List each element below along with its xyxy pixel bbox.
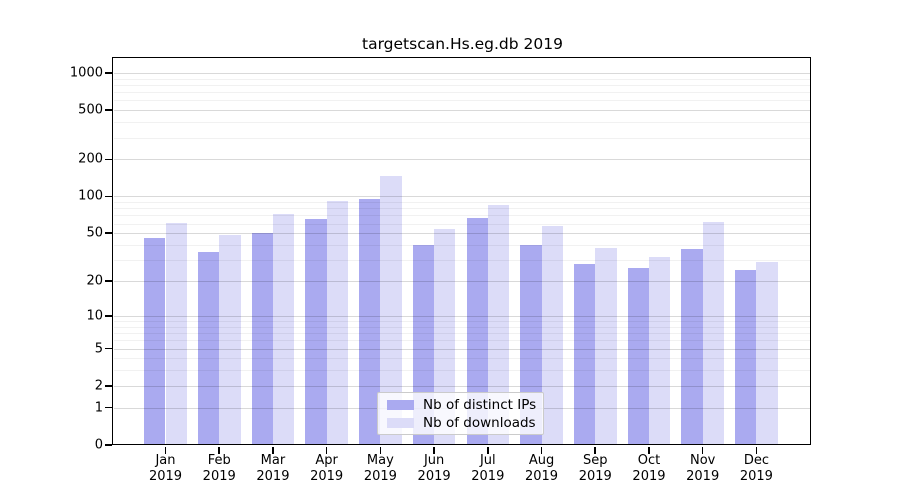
y-tick-label-1000: 1000 [69, 65, 103, 81]
bar-oct-distinct-ips [627, 267, 649, 445]
bar-jul-distinct-ips [466, 217, 488, 445]
y-tick-0 [105, 444, 113, 446]
x-tick-dec [755, 446, 758, 454]
bar-apr-downloads [326, 200, 348, 445]
y-tick-200 [105, 158, 113, 161]
legend-label-downloads: Nb of downloads [423, 414, 536, 431]
bar-sep-distinct-ips [573, 263, 596, 445]
x-tick-oct [648, 446, 650, 454]
y-tick-20 [105, 280, 113, 282]
x-tick-year-jan: 2019 [148, 468, 183, 484]
bar-feb-downloads [219, 235, 241, 445]
legend-label-distinct-ips: Nb of distinct IPs [423, 396, 537, 413]
y-tick-label-20: 20 [86, 273, 103, 289]
x-tick-feb [218, 446, 220, 454]
x-tick-label-aug: Aug 2019 [524, 453, 559, 484]
x-tick-year-may: 2019 [363, 468, 397, 484]
x-tick-mar [272, 446, 274, 454]
bar-oct-downloads [648, 256, 671, 445]
bar-nov-distinct-ips [681, 249, 703, 445]
bar-feb-distinct-ips [197, 252, 220, 445]
bar-jul-downloads [487, 205, 510, 445]
bar-may-downloads [380, 176, 402, 445]
x-tick-label-sep: Sep 2019 [578, 453, 612, 484]
x-tick-year-jun: 2019 [417, 468, 451, 484]
x-tick-year-dec: 2019 [739, 468, 773, 484]
bar-jan-downloads [165, 222, 187, 445]
y-tick-100 [105, 195, 113, 198]
x-tick-year-aug: 2019 [524, 468, 559, 484]
y-tick-1000 [105, 72, 113, 74]
y-tick-50 [105, 232, 113, 235]
x-tick-label-jun: Jun 2019 [417, 453, 451, 484]
x-tick-year-jul: 2019 [471, 468, 505, 484]
y-tick-label-100: 100 [78, 188, 103, 204]
bar-jun-downloads [434, 229, 456, 445]
x-tick-jun [433, 446, 435, 454]
bar-dec-distinct-ips [735, 269, 757, 445]
x-tick-year-nov: 2019 [686, 468, 720, 484]
x-tick-nov [701, 446, 704, 454]
x-tick-year-mar: 2019 [256, 468, 290, 484]
legend-swatch-distinct-ips [387, 399, 414, 410]
bar-mar-distinct-ips [251, 233, 273, 445]
plot-area [114, 59, 811, 445]
y-tick-label-0: 0 [94, 437, 103, 453]
bars-layer [114, 59, 811, 445]
y-tick-1 [105, 406, 113, 409]
y-tick-label-1: 1 [94, 400, 103, 416]
x-tick-label-jan: Jan 2019 [148, 453, 183, 484]
x-tick-label-may: May 2019 [363, 453, 397, 484]
x-tick-label-mar: Mar 2019 [256, 453, 290, 484]
bar-nov-downloads [702, 221, 724, 445]
x-tick-year-feb: 2019 [202, 468, 236, 484]
x-tick-apr [325, 446, 328, 454]
x-tick-may [379, 446, 382, 454]
legend-swatch-downloads [387, 417, 414, 428]
legend: Nb of distinct IPs Nb of downloads [377, 392, 544, 435]
y-tick-label-10: 10 [86, 308, 103, 324]
y-tick-label-500: 500 [78, 102, 103, 118]
x-tick-year-apr: 2019 [310, 468, 344, 484]
y-tick-label-5: 5 [94, 341, 103, 356]
y-tick-label-200: 200 [78, 151, 103, 167]
x-tick-label-feb: Feb 2019 [202, 453, 236, 484]
y-tick-label-2: 2 [94, 378, 103, 394]
bar-jan-distinct-ips [144, 237, 166, 445]
x-tick-label-dec: Dec 2019 [739, 453, 773, 484]
x-tick-sep [594, 446, 597, 454]
x-tick-label-oct: Oct 2019 [632, 453, 666, 484]
bar-apr-distinct-ips [305, 219, 327, 445]
x-tick-label-nov: Nov 2019 [686, 453, 720, 484]
legend-item-downloads: Nb of downloads [378, 416, 543, 430]
bar-sep-downloads [595, 247, 617, 445]
x-tick-year-oct: 2019 [632, 468, 666, 484]
x-tick-aug [540, 446, 543, 454]
x-tick-label-apr: Apr 2019 [310, 453, 344, 484]
bar-may-distinct-ips [359, 198, 381, 445]
x-tick-jan [164, 446, 167, 454]
x-tick-year-sep: 2019 [578, 468, 612, 484]
bar-mar-downloads [272, 213, 295, 445]
bar-aug-downloads [541, 226, 563, 445]
y-tick-500 [105, 109, 113, 111]
chart-title: targetscan.Hs.eg.db 2019 [362, 35, 563, 53]
y-tick-5 [105, 347, 113, 350]
x-tick-jul [487, 446, 489, 454]
y-tick-2 [105, 385, 113, 387]
bar-dec-downloads [756, 261, 778, 445]
x-tick-label-jul: Jul 2019 [471, 453, 505, 484]
y-tick-10 [105, 315, 113, 317]
legend-item-distinct-ips: Nb of distinct IPs [378, 398, 543, 412]
y-tick-label-50: 50 [86, 225, 103, 241]
